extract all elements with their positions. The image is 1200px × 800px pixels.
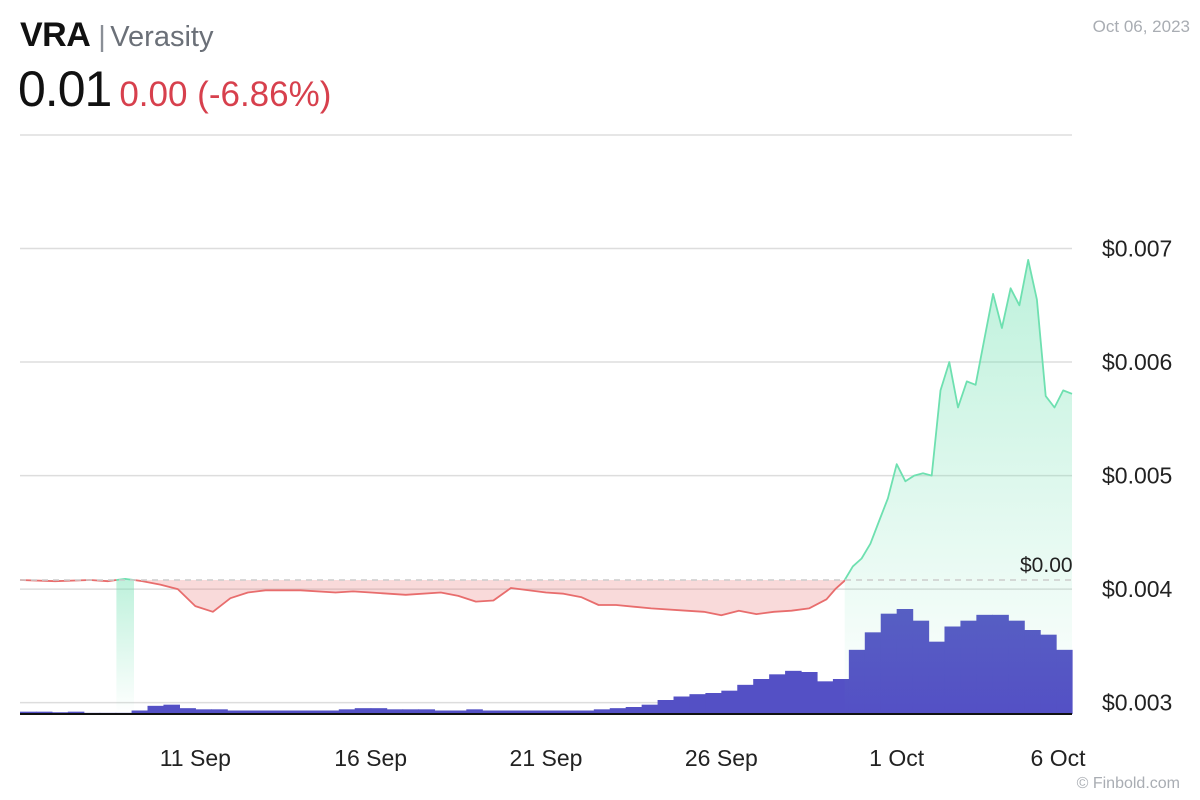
ticker-separator: | <box>98 21 106 53</box>
y-tick-label: $0.004 <box>1102 576 1173 602</box>
volume-bar <box>147 705 165 714</box>
volume-bar <box>227 710 244 714</box>
volume-bar <box>131 710 149 714</box>
volume-bar <box>275 710 292 714</box>
reference-label: $0.00 <box>1020 554 1073 577</box>
x-tick-label: 21 Sep <box>510 745 583 771</box>
volume-bar <box>179 708 196 714</box>
volume-bar <box>561 710 579 714</box>
volume-bar <box>322 710 340 714</box>
volume-bar <box>705 693 722 714</box>
x-tick-label: 6 Oct <box>1031 745 1087 771</box>
current-price: 0.01 <box>18 61 112 117</box>
volume-bar <box>195 709 212 714</box>
above-reference-area <box>116 578 134 714</box>
price-row: 0.01 0.00 (-6.86%) <box>18 60 331 118</box>
volume-bar <box>689 694 706 714</box>
asset-name: Verasity <box>110 21 214 53</box>
y-tick-label: $0.003 <box>1102 690 1172 716</box>
volume-bar <box>35 711 53 714</box>
volume-bar <box>418 709 436 714</box>
y-tick-label: $0.006 <box>1102 349 1172 375</box>
volume-bar <box>514 710 531 714</box>
volume-bar <box>482 710 499 714</box>
volume-bar <box>370 708 388 714</box>
volume-bar <box>657 700 675 714</box>
price-line-up <box>843 259 1073 581</box>
volume-bar <box>211 709 228 714</box>
x-tick-label: 26 Sep <box>685 745 758 771</box>
volume-bar <box>593 709 611 714</box>
price-line-down <box>133 579 846 617</box>
above-reference-area <box>844 259 1072 714</box>
volume-bar <box>163 704 180 714</box>
volume-bar <box>753 679 770 714</box>
volume-bar <box>673 696 691 714</box>
volume-bar <box>243 710 260 714</box>
volume-bar <box>721 690 738 714</box>
volume-bar <box>577 710 595 714</box>
volume-bar <box>450 710 467 714</box>
volume-bar <box>290 710 308 714</box>
volume-bar <box>801 672 818 714</box>
volume-bar <box>609 708 627 714</box>
volume-bar <box>498 710 515 714</box>
volume-bar <box>20 711 37 714</box>
volume-bar <box>386 709 404 714</box>
price-change: 0.00 (-6.86%) <box>119 75 332 114</box>
volume-bar <box>402 709 420 714</box>
volume-bar <box>434 710 451 714</box>
volume-bar <box>816 681 834 714</box>
volume-bar <box>67 711 85 714</box>
chart-date: Oct 06, 2023 <box>1092 17 1190 36</box>
volume-bar <box>338 709 356 714</box>
volume-bar <box>641 704 659 714</box>
ticker-symbol: VRA <box>20 16 91 54</box>
volume-bar <box>530 710 547 714</box>
y-tick-label: $0.007 <box>1102 236 1172 262</box>
volume-bar <box>354 708 372 714</box>
source-credit: © Finbold.com <box>1076 775 1180 792</box>
volume-bar <box>625 707 643 714</box>
x-tick-label: 11 Sep <box>160 745 231 771</box>
volume-bar <box>466 709 483 714</box>
volume-bar <box>546 710 563 714</box>
below-reference-area <box>134 580 845 616</box>
volume-bar <box>769 674 786 714</box>
x-tick-label: 16 Sep <box>334 745 407 771</box>
header: VRA | Verasity <box>20 16 213 55</box>
volume-bar <box>785 670 802 714</box>
volume-bar <box>259 710 276 714</box>
volume-bar <box>737 684 754 714</box>
x-tick-label: 1 Oct <box>869 745 925 771</box>
volume-bar <box>306 710 324 714</box>
y-tick-label: $0.005 <box>1102 463 1172 489</box>
